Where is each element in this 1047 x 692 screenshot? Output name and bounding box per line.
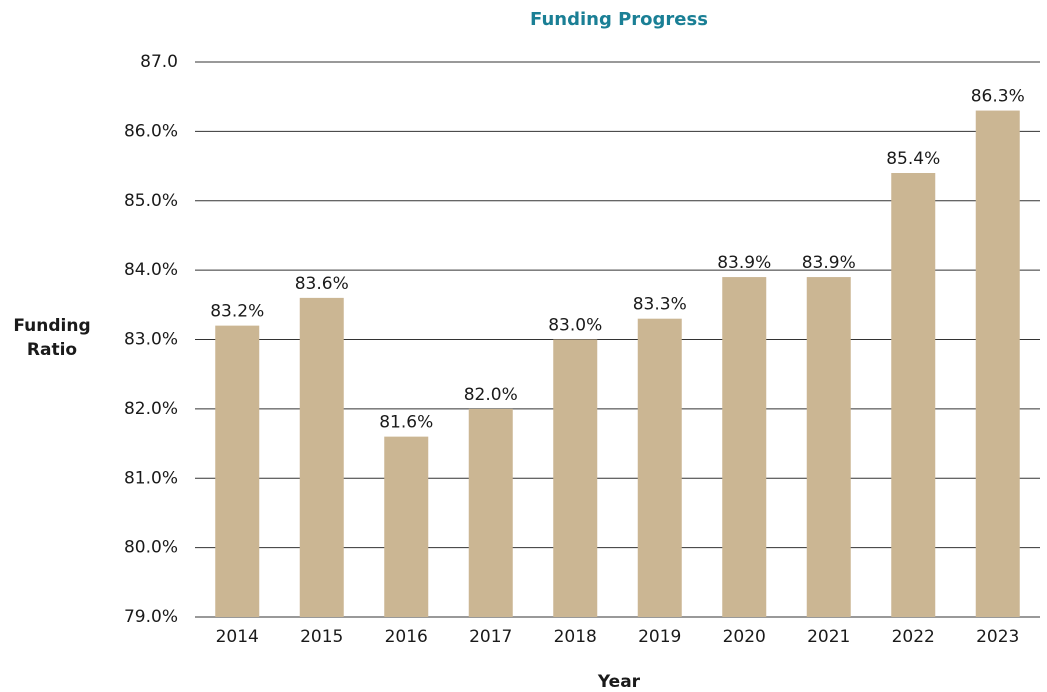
bar: [468, 408, 513, 617]
x-tick-label: 2014: [216, 627, 259, 647]
value-label: 83.9%: [717, 253, 771, 273]
y-tick-label: 85.0%: [124, 191, 178, 211]
value-label: 85.4%: [886, 149, 940, 169]
bar: [384, 436, 429, 617]
bar: [806, 277, 851, 617]
x-tick-label: 2015: [300, 627, 343, 647]
bar: [637, 318, 682, 617]
y-tick-label: 87.0: [140, 52, 178, 72]
x-tick-label: 2018: [554, 627, 597, 647]
value-label: 83.9%: [802, 253, 856, 273]
y-tick-label: 84.0%: [124, 260, 178, 280]
x-axis-title: Year: [597, 672, 641, 692]
value-label: 83.2%: [210, 302, 264, 322]
y-tick-label: 80.0%: [124, 538, 178, 558]
y-tick-label: 82.0%: [124, 399, 178, 419]
x-tick-label: 2020: [723, 627, 766, 647]
bar: [722, 277, 767, 617]
value-label: 83.0%: [548, 316, 602, 336]
bar: [215, 325, 260, 617]
y-axis-title: Funding Ratio: [13, 316, 91, 360]
y-tick-label: 83.0%: [124, 330, 178, 350]
x-tick-label: 2022: [892, 627, 935, 647]
x-tick-label: 2019: [638, 627, 681, 647]
value-label: 83.3%: [633, 295, 687, 315]
value-label: 82.0%: [464, 385, 518, 405]
bar: [553, 339, 598, 617]
bar: [975, 110, 1020, 617]
y-tick-label: 81.0%: [124, 468, 178, 488]
x-tick-label: 2023: [976, 627, 1019, 647]
value-label: 83.6%: [295, 274, 349, 294]
y-tick-label: 79.0%: [124, 607, 178, 627]
value-label: 81.6%: [379, 413, 433, 433]
x-tick-label: 2016: [385, 627, 428, 647]
y-tick-label: 86.0%: [124, 121, 178, 141]
x-tick-label: 2021: [807, 627, 850, 647]
bar: [891, 173, 936, 617]
chart-title: Funding Progress: [530, 9, 708, 30]
x-tick-label: 2017: [469, 627, 512, 647]
bar: [299, 297, 344, 617]
value-label: 86.3%: [971, 87, 1025, 107]
